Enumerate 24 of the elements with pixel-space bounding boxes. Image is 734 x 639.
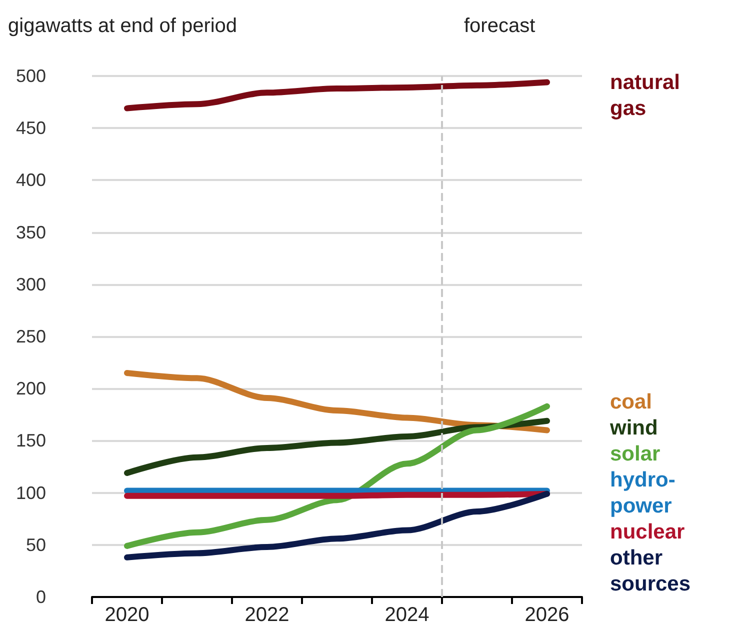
y-tick-label: 150 bbox=[16, 430, 46, 451]
y-tick-label: 200 bbox=[16, 378, 46, 399]
x-tick-label: 2020 bbox=[104, 604, 150, 626]
text: solar bbox=[610, 442, 660, 466]
x-tick-label: 2026 bbox=[524, 604, 570, 626]
y-tick-label: 500 bbox=[16, 66, 46, 86]
text: natural gas bbox=[610, 70, 680, 120]
text: hydro-power bbox=[610, 468, 676, 518]
ref-line-label: forecast bbox=[464, 15, 536, 37]
text: other sources bbox=[610, 546, 691, 596]
y-tick-label: 400 bbox=[16, 170, 46, 190]
text: wind bbox=[609, 416, 658, 440]
x-tick-label: 2022 bbox=[244, 604, 290, 626]
y-tick-label: 450 bbox=[16, 118, 46, 138]
x-tick-label: 2024 bbox=[384, 604, 430, 626]
y-tick-label: 0 bbox=[36, 587, 46, 607]
text: coal bbox=[610, 390, 652, 414]
text: nuclear bbox=[610, 520, 685, 544]
y-axis-title: gigawatts at end of period bbox=[8, 15, 238, 37]
y-tick-label: 250 bbox=[16, 326, 46, 346]
y-tick-label: 50 bbox=[26, 534, 46, 555]
y-tick-label: 350 bbox=[16, 222, 46, 242]
y-tick-label: 100 bbox=[16, 482, 46, 503]
y-tick-label: 300 bbox=[16, 274, 46, 294]
